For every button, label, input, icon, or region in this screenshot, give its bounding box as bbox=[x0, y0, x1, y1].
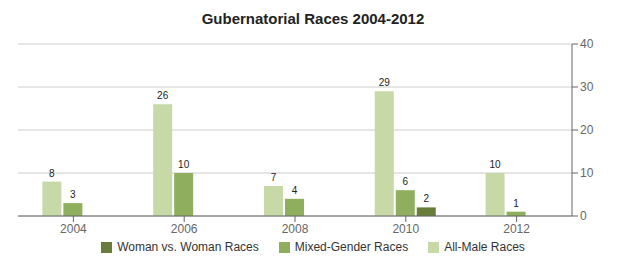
svg-text:10: 10 bbox=[490, 159, 502, 170]
html-text:Mixed-Gender Races: Mixed-Gender Races bbox=[294, 240, 409, 254]
svg-text:10: 10 bbox=[580, 166, 594, 180]
svg-text:10: 10 bbox=[178, 159, 190, 170]
svg-text:29: 29 bbox=[379, 77, 391, 88]
svg-text:8: 8 bbox=[49, 168, 55, 179]
svg-text:7: 7 bbox=[271, 172, 277, 183]
svg-text:3: 3 bbox=[70, 189, 76, 200]
svg-text:2006: 2006 bbox=[171, 222, 198, 236]
html-text:Woman vs. Woman Races: Woman vs. Woman Races bbox=[117, 240, 259, 254]
svg-text:6: 6 bbox=[402, 176, 408, 187]
svg-text:2012: 2012 bbox=[503, 222, 530, 236]
svg-text:2008: 2008 bbox=[282, 222, 309, 236]
svg-text:0: 0 bbox=[580, 209, 587, 223]
html-text:Gubernatorial Races 2004-2012: Gubernatorial Races 2004-2012 bbox=[201, 10, 425, 27]
svg-text:30: 30 bbox=[580, 80, 594, 94]
svg-text:2010: 2010 bbox=[392, 222, 419, 236]
svg-text:1: 1 bbox=[513, 198, 519, 209]
svg-text:2004: 2004 bbox=[60, 222, 87, 236]
html-text:All-Male Races: All-Male Races bbox=[444, 240, 525, 254]
svg-text:40: 40 bbox=[580, 37, 594, 51]
svg-text:4: 4 bbox=[292, 185, 298, 196]
svg-text:2: 2 bbox=[423, 193, 429, 204]
svg-text:20: 20 bbox=[580, 123, 594, 137]
svg-text:26: 26 bbox=[157, 90, 169, 101]
